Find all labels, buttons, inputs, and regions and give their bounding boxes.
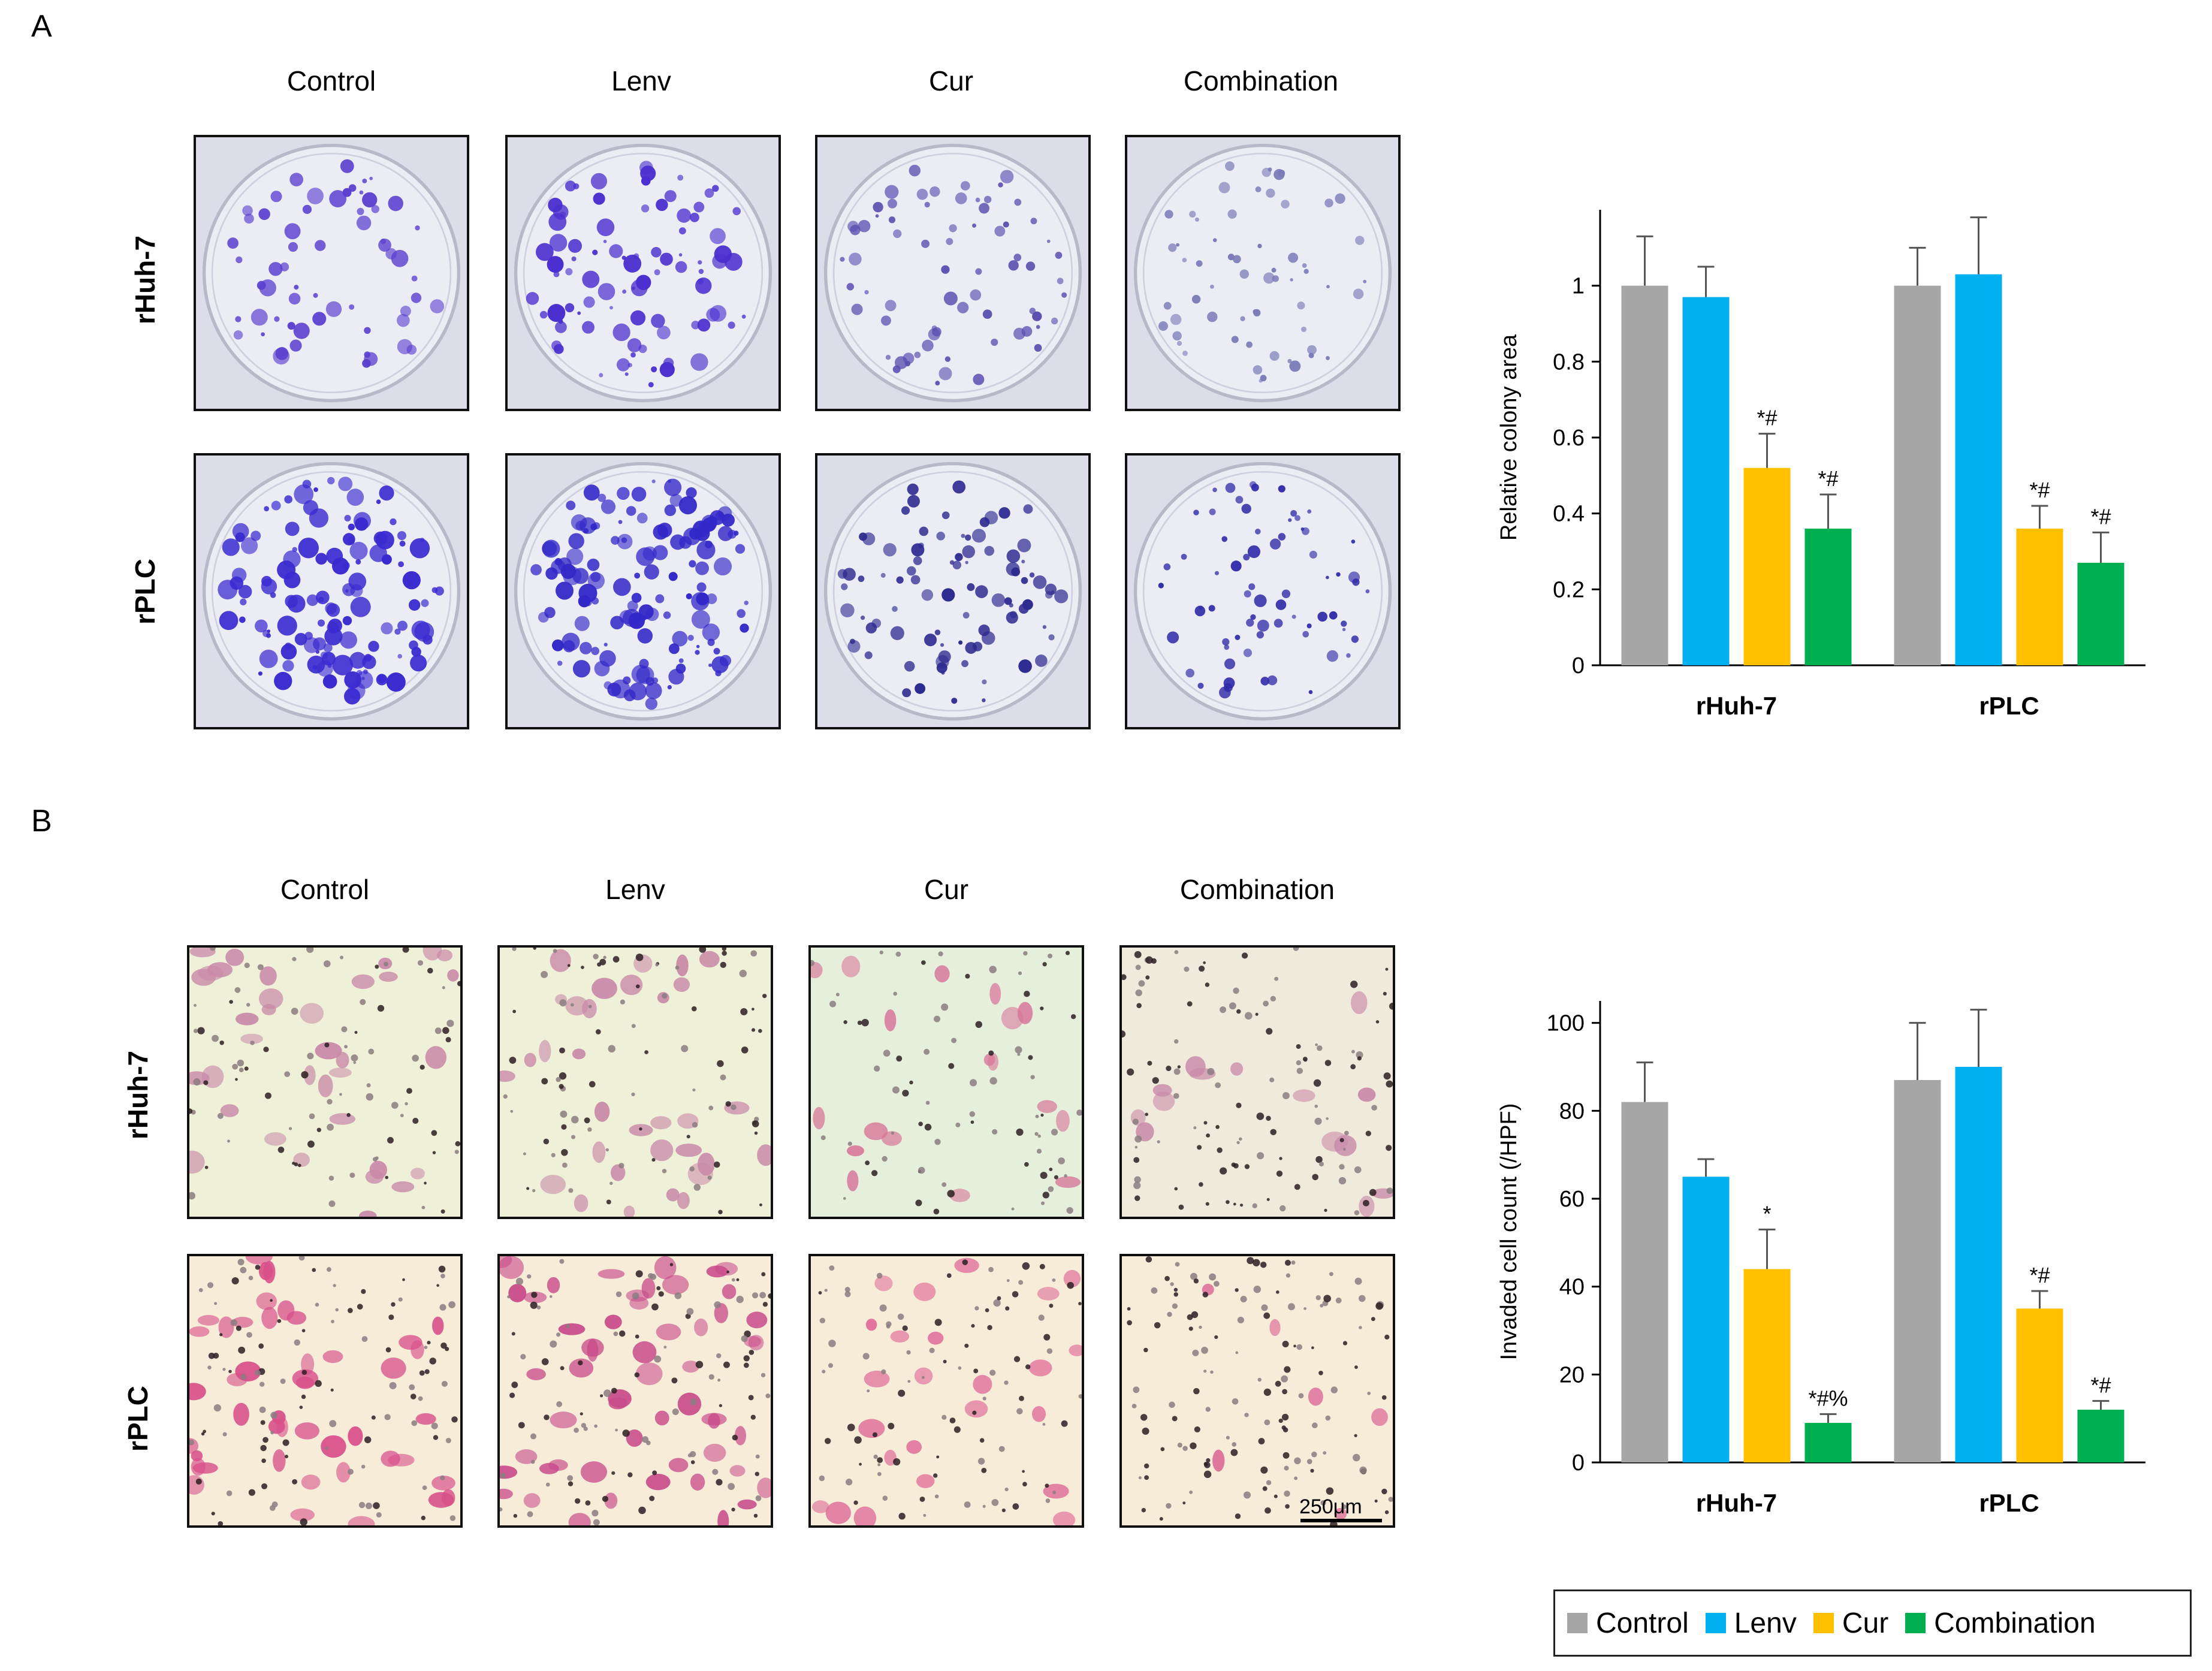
chart-b-category-rHuh-7: rHuh-7 bbox=[1696, 1489, 1777, 1517]
panel-a-letter: A bbox=[31, 9, 52, 44]
chart-b-bar-rHuh-7-Cur bbox=[1743, 1269, 1791, 1462]
chart-b-annotation-rHuh-7-Combination: *#% bbox=[1808, 1386, 1848, 1410]
panel-b-col-combination: Combination bbox=[1179, 874, 1335, 905]
invasion-image-rhuh7-combination bbox=[1119, 945, 1395, 1219]
chart-a-annotation-rHuh-7-Combination: *# bbox=[1818, 466, 1838, 491]
chart-a-ytick-label: 0.2 bbox=[1553, 577, 1585, 602]
chart-b-ytick-label: 0 bbox=[1572, 1450, 1585, 1476]
chart-a-bar-rPLC-Combination bbox=[2077, 563, 2125, 665]
chart-a-category-rPLC: rPLC bbox=[1979, 692, 2039, 720]
chart-invaded-cells: 0 20 40 60 80 100 Invaded cell count (/HPF) * *#… bbox=[1438, 983, 2169, 1540]
legend-swatch-control bbox=[1567, 1613, 1588, 1633]
chart-b-annotation-rPLC-Combination: *# bbox=[2090, 1373, 2111, 1397]
panel-b-row-rhuh7: rHuh-7 bbox=[122, 1050, 153, 1140]
chart-b-bar-rPLC-Lenv bbox=[1955, 1067, 2002, 1462]
legend-item-lenv: Lenv bbox=[1705, 1607, 1797, 1640]
chart-b-bar-rPLC-Combination bbox=[2077, 1410, 2125, 1462]
legend-label-combination: Combination bbox=[1934, 1607, 2096, 1639]
chart-b-ytick-label: 60 bbox=[1559, 1187, 1585, 1212]
chart-b-bar-rHuh-7-Combination bbox=[1804, 1423, 1852, 1462]
chart-b-ytick-label: 100 bbox=[1547, 1011, 1585, 1036]
colony-plate-rhuh7-combination bbox=[1125, 135, 1401, 411]
panel-a-row-rhuh7: rHuh-7 bbox=[129, 235, 161, 325]
chart-a-ytick-label: 1 bbox=[1572, 274, 1585, 299]
legend-swatch-cur bbox=[1813, 1613, 1834, 1633]
chart-b-plot: 0 20 40 60 80 100 Invaded cell count (/HPF) * *#… bbox=[1496, 1001, 2145, 1517]
legend-swatch-lenv bbox=[1705, 1613, 1726, 1633]
invasion-image-rplc-combination bbox=[1119, 1254, 1395, 1528]
chart-a-annotation-rPLC-Cur: *# bbox=[2029, 478, 2050, 502]
panel-b-col-control: Control bbox=[280, 874, 370, 905]
chart-a-bar-rHuh-7-Lenv bbox=[1682, 297, 1730, 665]
chart-a-ylabel: Relative colony area bbox=[1496, 334, 1522, 541]
chart-a-plot: 0 0.2 0.4 0.6 0.8 1 Relative colony area *# *# rH… bbox=[1496, 210, 2145, 720]
legend-label-cur: Cur bbox=[1842, 1607, 1889, 1639]
invasion-image-rhuh7-cur bbox=[808, 945, 1084, 1219]
legend-item-control: Control bbox=[1567, 1607, 1689, 1640]
chart-b-ytick-label: 20 bbox=[1559, 1362, 1585, 1388]
colony-plate-rplc-lenv bbox=[505, 453, 781, 729]
legend: Control Lenv Cur Combination bbox=[1553, 1589, 2192, 1657]
chart-b-bar-rHuh-7-Control bbox=[1621, 1102, 1668, 1462]
legend-item-cur: Cur bbox=[1813, 1607, 1888, 1640]
colony-plate-rplc-combination bbox=[1125, 453, 1401, 729]
chart-a-annotation-rPLC-Combination: *# bbox=[2090, 504, 2111, 529]
chart-a-category-rHuh-7: rHuh-7 bbox=[1696, 692, 1777, 720]
chart-a-bar-rPLC-Cur bbox=[2016, 529, 2063, 665]
chart-a-ytick-label: 0.8 bbox=[1553, 349, 1585, 375]
panel-a-row-rplc: rPLC bbox=[129, 559, 161, 625]
chart-b-annotation-rHuh-7-Cur: * bbox=[1763, 1201, 1771, 1226]
panel-b-row-rplc: rPLC bbox=[122, 1386, 153, 1452]
chart-a-bar-rHuh-7-Combination bbox=[1804, 529, 1852, 665]
chart-b-ylabel: Invaded cell count (/HPF) bbox=[1496, 1103, 1522, 1361]
scale-bar bbox=[1300, 1519, 1382, 1522]
colony-plate-rplc-control bbox=[194, 453, 469, 729]
chart-a-bar-rPLC-Control bbox=[1894, 285, 1941, 665]
colony-plate-rhuh7-lenv bbox=[505, 135, 781, 411]
chart-b-bar-rPLC-Control bbox=[1894, 1080, 1941, 1462]
chart-b-annotation-rPLC-Cur: *# bbox=[2029, 1263, 2050, 1287]
chart-a-ytick-label: 0.6 bbox=[1553, 426, 1585, 451]
colony-plate-rhuh7-control bbox=[194, 135, 469, 411]
legend-label-lenv: Lenv bbox=[1734, 1607, 1797, 1639]
panel-a-col-control: Control bbox=[286, 65, 376, 96]
invasion-image-rplc-lenv bbox=[497, 1254, 773, 1528]
chart-a-bar-rPLC-Lenv bbox=[1955, 274, 2002, 665]
legend-label-control: Control bbox=[1596, 1607, 1689, 1639]
scale-bar-label: 250μm bbox=[1299, 1495, 1362, 1518]
panel-b-col-cur: Cur bbox=[924, 874, 969, 905]
panel-a-col-cur: Cur bbox=[928, 65, 974, 96]
panel-a-col-lenv: Lenv bbox=[611, 65, 671, 96]
chart-b-bar-rHuh-7-Lenv bbox=[1682, 1177, 1730, 1462]
colony-plate-rplc-cur bbox=[815, 453, 1091, 729]
chart-a-ytick-label: 0.4 bbox=[1553, 502, 1585, 527]
legend-swatch-combination bbox=[1905, 1613, 1926, 1633]
invasion-image-rplc-cur bbox=[808, 1254, 1084, 1528]
chart-colony-area: 0 0.2 0.4 0.6 0.8 1 Relative colony area *# *# rH… bbox=[1438, 192, 2169, 743]
chart-a-bar-rHuh-7-Cur bbox=[1743, 467, 1791, 665]
panel-b-col-lenv: Lenv bbox=[605, 874, 665, 905]
invasion-image-rhuh7-lenv bbox=[497, 945, 773, 1219]
legend-item-combination: Combination bbox=[1905, 1607, 2096, 1640]
chart-a-bar-rHuh-7-Control bbox=[1621, 285, 1668, 665]
invasion-image-rhuh7-control bbox=[187, 945, 463, 1219]
panel-b-letter: B bbox=[31, 804, 52, 838]
colony-plate-rhuh7-cur bbox=[815, 135, 1091, 411]
chart-b-bar-rPLC-Cur bbox=[2016, 1308, 2063, 1462]
chart-b-ytick-label: 80 bbox=[1559, 1099, 1585, 1124]
chart-a-annotation-rHuh-7-Cur: *# bbox=[1757, 406, 1777, 430]
chart-a-ytick-label: 0 bbox=[1572, 653, 1585, 678]
chart-b-category-rPLC: rPLC bbox=[1979, 1489, 2039, 1517]
invasion-image-rplc-control bbox=[187, 1254, 463, 1528]
chart-b-ytick-label: 40 bbox=[1559, 1275, 1585, 1300]
panel-a-col-combination: Combination bbox=[1183, 65, 1339, 96]
